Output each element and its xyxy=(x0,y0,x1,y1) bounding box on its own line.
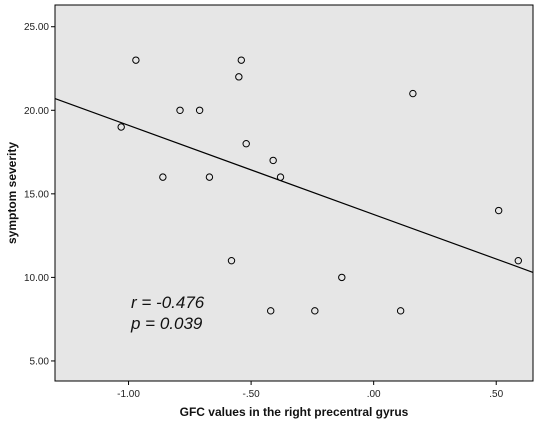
scatter-point xyxy=(132,56,140,64)
y-tick-label: 25.00 xyxy=(24,22,49,33)
y-tick-label: 15.00 xyxy=(24,189,49,200)
correlation-r-label: r = -0.476 xyxy=(131,293,205,312)
fit-line-layer xyxy=(54,98,534,273)
annotations: r = -0.476 p = 0.039 xyxy=(130,293,205,333)
plot-area xyxy=(54,4,534,382)
x-tick-label: .00 xyxy=(367,389,381,400)
scatter-point xyxy=(494,206,503,215)
y-tick-label: 5.00 xyxy=(30,356,50,367)
scatter-point xyxy=(269,156,277,165)
x-axis-title: GFC values in the right precentral gyrus xyxy=(180,405,409,419)
data-points xyxy=(117,56,522,315)
scatter-point xyxy=(514,256,522,265)
regression-line xyxy=(54,98,534,273)
x-tick-label: -1.00 xyxy=(117,389,140,400)
y-axis-title: symptom severity xyxy=(5,142,19,244)
scatter-point xyxy=(338,273,346,282)
scatter-point xyxy=(117,123,125,131)
scatter-point xyxy=(227,256,236,265)
scatter-point xyxy=(267,307,275,315)
scatter-point xyxy=(409,89,417,98)
scatter-point xyxy=(195,106,204,114)
scatter-point xyxy=(237,56,245,64)
x-tick-label: .50 xyxy=(489,389,503,400)
y-tick-label: 10.00 xyxy=(24,273,49,284)
axis-ticks: -1.00 -.50 .00 .50 5.00 10.00 15.00 20.00 25.00 xyxy=(24,22,504,400)
scatter-point xyxy=(311,307,319,315)
scatter-point xyxy=(176,106,184,114)
scatter-point xyxy=(396,307,405,315)
x-tick-label: -.50 xyxy=(242,389,260,400)
y-tick-label: 20.00 xyxy=(24,106,49,117)
scatter-point xyxy=(276,173,285,181)
scatter-point xyxy=(205,173,214,181)
scatter-point xyxy=(235,73,243,81)
correlation-p-label: p = 0.039 xyxy=(130,314,203,333)
scatter-point xyxy=(242,140,250,148)
scatter-point xyxy=(159,173,167,181)
